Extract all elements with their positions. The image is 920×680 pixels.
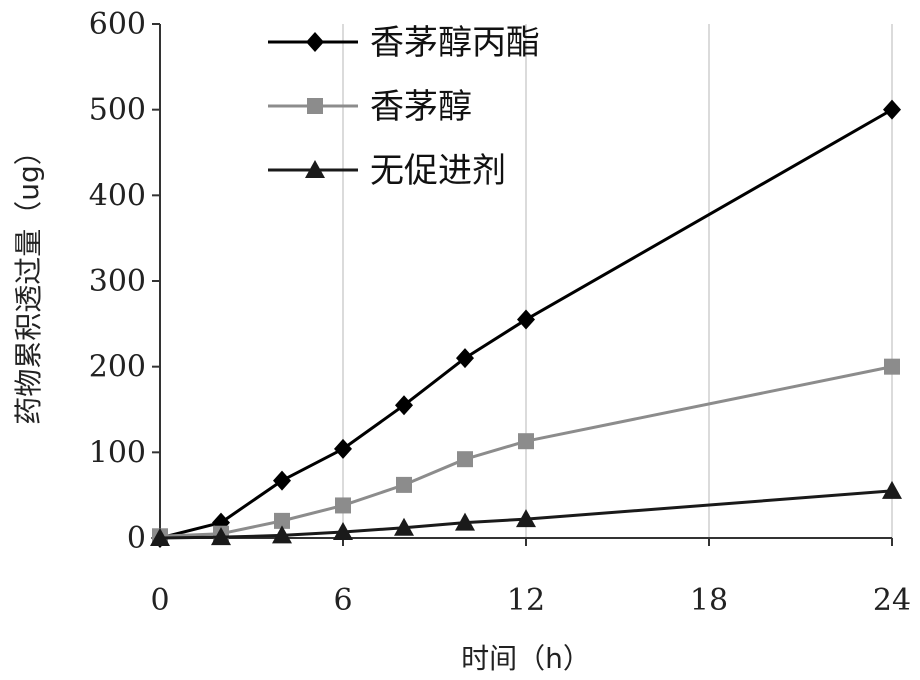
- series-1-point-3: [334, 438, 352, 459]
- y-tick-label-600: 600: [89, 7, 146, 42]
- series-1-point-5: [456, 348, 474, 369]
- series-3-point-1: [211, 527, 231, 546]
- x-tick-label-6: 6: [333, 583, 352, 618]
- series-1-line: [159, 108, 893, 540]
- series-3-point-7: [882, 480, 902, 499]
- legend-item-3: 无促进剂: [268, 151, 506, 191]
- series-3-line: [159, 489, 893, 540]
- legend-label-3: 无促进剂: [370, 151, 506, 191]
- series-1: [151, 99, 901, 548]
- series-1-point-2: [273, 470, 291, 491]
- y-tick-label-300: 300: [89, 264, 146, 299]
- series-1-point-6: [517, 309, 535, 330]
- x-axis-title: 时间（h）: [461, 642, 591, 675]
- series-2-line: [159, 365, 893, 538]
- series-3-point-5: [455, 512, 475, 531]
- x-tick-label-24: 24: [873, 583, 911, 618]
- y-tick-label-200: 200: [89, 350, 146, 385]
- y-axis-title: 药物累积透过量（ug）: [12, 137, 45, 425]
- series-2-point-3: [335, 497, 351, 514]
- legend-swatch-marker-3: [305, 160, 325, 178]
- series-2-point-2: [274, 512, 290, 529]
- series-2-point-5: [457, 451, 473, 468]
- series-1-point-4: [395, 395, 413, 416]
- y-tick-label-0: 0: [127, 521, 146, 556]
- legend-item-2: 香茅醇: [268, 87, 472, 127]
- legend-label-1: 香茅醇丙酯: [370, 23, 540, 63]
- y-tick-label-500: 500: [89, 93, 146, 128]
- series-2-point-4: [396, 476, 412, 493]
- series-3: [150, 480, 902, 546]
- series-3-point-3: [333, 522, 353, 541]
- series-3-point-2: [272, 525, 292, 544]
- y-tick-label-400: 400: [89, 178, 146, 213]
- tick-labels: 0 100 200 300 400 500 600 0 6 12 18 24: [89, 7, 911, 618]
- legend-item-1: 香茅醇丙酯: [268, 23, 540, 63]
- series-3-point-6: [516, 509, 536, 528]
- legend-swatch-marker-2: [307, 98, 323, 114]
- series-3-point-0: [150, 528, 170, 546]
- series-lines: [150, 99, 902, 548]
- series-2-point-7: [884, 358, 900, 375]
- legend-label-2: 香茅醇: [370, 87, 472, 127]
- x-tick-label-12: 12: [507, 583, 545, 618]
- y-tick-label-100: 100: [89, 435, 146, 470]
- series-1-point-7: [883, 99, 901, 120]
- x-tick-label-0: 0: [150, 583, 169, 618]
- legend-swatch-marker-1: [306, 32, 324, 52]
- series-2-point-6: [518, 433, 534, 450]
- series-3-point-4: [394, 517, 414, 536]
- x-tick-label-18: 18: [690, 583, 728, 618]
